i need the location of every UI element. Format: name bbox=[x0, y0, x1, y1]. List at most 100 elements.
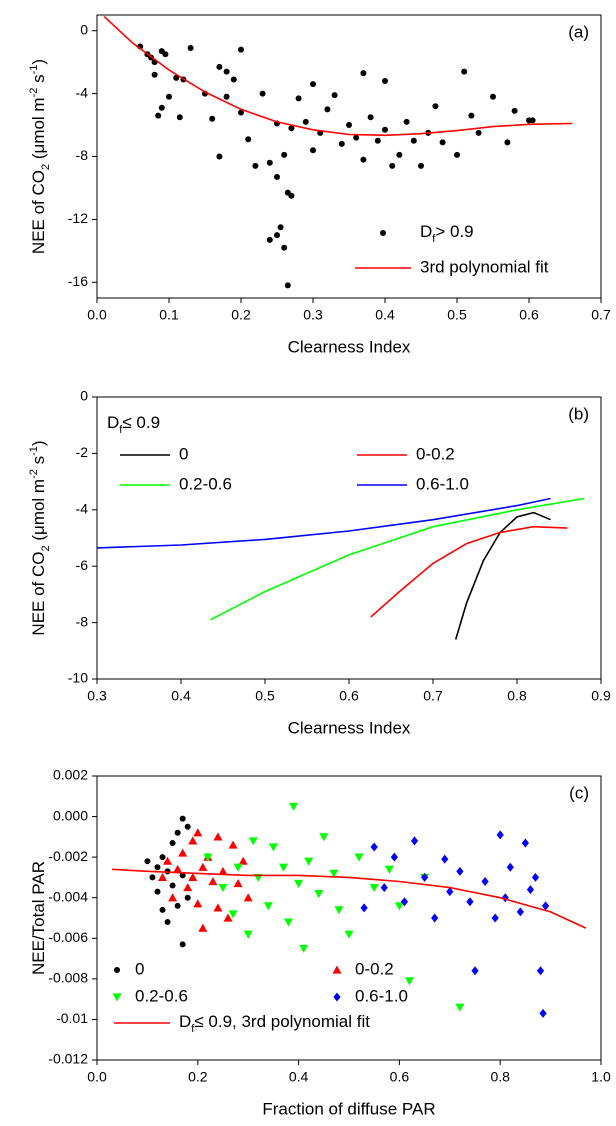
text-part: f bbox=[119, 424, 123, 436]
point bbox=[158, 104, 165, 111]
x-tick-label: 0.6 bbox=[519, 307, 539, 323]
point bbox=[506, 862, 514, 872]
point bbox=[516, 907, 524, 917]
legend-swatch bbox=[114, 967, 120, 973]
point bbox=[338, 140, 345, 147]
point bbox=[439, 139, 446, 146]
point bbox=[173, 864, 183, 873]
point bbox=[501, 893, 509, 903]
x-tick-label: 0.9 bbox=[591, 688, 611, 704]
x-axis-label: Clearness Index bbox=[288, 718, 411, 737]
point bbox=[334, 906, 344, 915]
y-tick-label: -4 bbox=[76, 84, 89, 100]
point bbox=[384, 865, 394, 874]
point bbox=[504, 139, 511, 146]
point bbox=[230, 76, 237, 83]
point bbox=[248, 837, 258, 846]
point bbox=[263, 902, 273, 911]
point bbox=[233, 879, 243, 888]
text-part: > 0.9 bbox=[435, 222, 473, 241]
y-axis-label: NEE/Total PAR bbox=[29, 861, 48, 975]
x-tick-label: 0.6 bbox=[339, 688, 359, 704]
legend-label: 0.2-0.6 bbox=[135, 986, 188, 1005]
x-tick-label: 0.3 bbox=[87, 688, 107, 704]
point bbox=[380, 883, 388, 893]
y-axis-label: NEE of CO2 (μmol m-2 s-1) bbox=[28, 440, 52, 635]
point bbox=[299, 944, 309, 953]
panel-label: (b) bbox=[568, 404, 589, 423]
point bbox=[159, 854, 166, 861]
point bbox=[310, 147, 316, 154]
legend-label: Df> 0.9 bbox=[420, 222, 474, 244]
point bbox=[216, 63, 223, 70]
legend-label: 0.6-1.0 bbox=[355, 986, 408, 1005]
legend-swatch bbox=[380, 230, 386, 236]
point bbox=[389, 162, 396, 169]
point bbox=[446, 887, 454, 897]
point bbox=[208, 876, 218, 886]
point bbox=[496, 830, 504, 840]
point bbox=[213, 832, 223, 841]
point bbox=[456, 866, 464, 876]
point bbox=[410, 836, 419, 846]
point bbox=[281, 151, 288, 158]
y-tick-label: 0 bbox=[80, 21, 88, 37]
legend-label: 0 bbox=[135, 959, 144, 978]
legend-label: 0 bbox=[179, 444, 188, 463]
point bbox=[193, 828, 203, 837]
point bbox=[521, 838, 529, 848]
point bbox=[394, 902, 404, 911]
point bbox=[184, 823, 191, 830]
point bbox=[184, 894, 191, 901]
point bbox=[295, 95, 302, 102]
point bbox=[354, 853, 364, 862]
point bbox=[410, 137, 417, 144]
point bbox=[390, 852, 398, 862]
point bbox=[284, 918, 294, 927]
point bbox=[169, 882, 176, 889]
text-part: 2 bbox=[40, 164, 52, 170]
y-tick-label: -10 bbox=[68, 670, 88, 686]
point bbox=[304, 857, 314, 866]
text-part: D bbox=[420, 222, 432, 241]
x-tick-label: 0.2 bbox=[188, 1069, 208, 1085]
point bbox=[353, 134, 360, 141]
point bbox=[213, 903, 223, 912]
point bbox=[151, 71, 158, 78]
point bbox=[228, 840, 238, 849]
point bbox=[511, 107, 518, 114]
y-tick-label: -12 bbox=[68, 210, 88, 226]
legend-swatch bbox=[333, 992, 341, 1002]
x-tick-label: 0.8 bbox=[490, 1069, 510, 1085]
point bbox=[324, 106, 331, 113]
x-tick-label: 0.4 bbox=[375, 307, 395, 323]
point bbox=[529, 117, 536, 124]
y-tick-label: -6 bbox=[76, 557, 89, 573]
y-tick-label: -2 bbox=[76, 444, 89, 460]
point bbox=[382, 78, 388, 85]
point bbox=[187, 45, 194, 52]
point bbox=[188, 836, 198, 845]
plot-frame bbox=[96, 396, 602, 680]
x-tick-label: 0.2 bbox=[231, 307, 251, 323]
point bbox=[455, 1003, 465, 1012]
point bbox=[400, 897, 409, 907]
point bbox=[179, 872, 186, 879]
point bbox=[168, 893, 178, 902]
point bbox=[441, 854, 449, 864]
point bbox=[471, 966, 479, 976]
text-part: f bbox=[191, 1023, 195, 1035]
point bbox=[432, 103, 439, 110]
point bbox=[179, 941, 186, 948]
point bbox=[531, 872, 540, 882]
text-part: -2 bbox=[28, 469, 40, 479]
x-tick-label: 0.5 bbox=[255, 688, 275, 704]
point bbox=[266, 159, 273, 166]
point bbox=[154, 864, 161, 871]
text-part: NEE of CO bbox=[29, 551, 48, 635]
point bbox=[183, 883, 193, 892]
x-tick-label: 0.0 bbox=[87, 307, 107, 323]
text-part: -1 bbox=[28, 446, 40, 456]
y-tick-label: -0.002 bbox=[48, 848, 88, 864]
x-tick-label: 0.7 bbox=[591, 307, 611, 323]
